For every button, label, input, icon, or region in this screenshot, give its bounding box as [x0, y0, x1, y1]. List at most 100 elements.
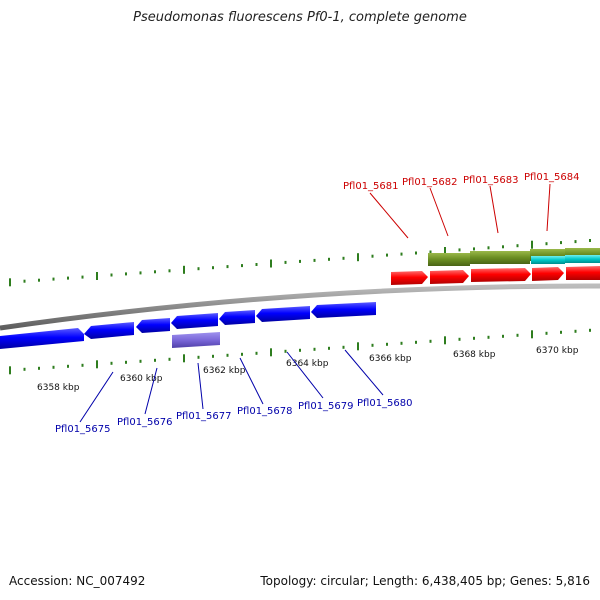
minor-tick — [429, 339, 432, 343]
gene-label-pfl01-5677[interactable]: Pfl01_5677 — [176, 411, 232, 422]
tick-label: 6362 kbp — [203, 366, 246, 376]
minor-tick — [574, 329, 577, 333]
minor-tick — [38, 278, 40, 282]
minor-tick — [328, 257, 330, 261]
tick-label: 6360 kbp — [120, 374, 163, 384]
minor-tick — [415, 251, 417, 255]
minor-tick — [284, 260, 287, 264]
accession-text: Accession: NC_007492 — [9, 574, 146, 588]
minor-tick — [81, 363, 84, 367]
forward-gene-track — [391, 266, 600, 285]
minor-tick — [284, 349, 287, 353]
minor-tick — [502, 334, 504, 338]
minor-tick — [545, 331, 548, 335]
major-tick — [96, 360, 98, 369]
major-tick — [444, 336, 446, 345]
cyan-feature[interactable] — [565, 255, 600, 263]
minor-tick — [574, 240, 577, 244]
minor-tick — [560, 241, 562, 245]
major-tick — [9, 366, 11, 375]
callout-line — [489, 185, 499, 234]
annotation-track-cyan — [531, 255, 600, 264]
minor-tick — [23, 367, 26, 371]
minor-tick — [342, 256, 345, 260]
forward-gene[interactable] — [430, 270, 469, 284]
tick-label: 6366 kbp — [369, 354, 412, 364]
major-tick — [531, 330, 533, 339]
minor-tick — [23, 279, 26, 283]
minor-tick — [226, 265, 229, 269]
olive-feature[interactable] — [428, 253, 470, 266]
minor-tick — [328, 346, 330, 350]
minor-tick — [299, 259, 301, 263]
callout-line — [286, 351, 324, 399]
callout-line — [369, 192, 409, 239]
reverse-gene[interactable] — [311, 302, 376, 318]
olive-feature[interactable] — [470, 251, 530, 264]
minor-tick — [139, 359, 142, 363]
minor-tick — [197, 267, 200, 271]
minor-tick — [502, 245, 504, 249]
forward-gene[interactable] — [566, 266, 600, 280]
minor-tick — [516, 244, 519, 248]
gene-label-pfl01-5680[interactable]: Pfl01_5680 — [357, 398, 413, 409]
callout-line — [429, 187, 449, 237]
minor-tick — [67, 276, 69, 280]
minor-tick — [241, 352, 243, 356]
forward-gene[interactable] — [532, 267, 564, 281]
reverse-gene[interactable] — [84, 322, 134, 339]
minor-tick — [139, 271, 142, 275]
callout-line — [144, 367, 158, 415]
gene-label-pfl01-5684[interactable]: Pfl01_5684 — [524, 172, 580, 183]
minor-tick — [400, 341, 403, 345]
minor-tick — [487, 335, 490, 339]
minor-tick — [516, 333, 519, 337]
purple-feature[interactable] — [172, 332, 220, 348]
reverse-gene[interactable] — [256, 306, 310, 322]
reverse-gene[interactable] — [171, 313, 218, 329]
minor-tick — [589, 328, 591, 332]
minor-tick — [241, 264, 243, 268]
major-tick — [357, 253, 359, 262]
minor-tick — [487, 246, 490, 250]
tick-label: 6364 kbp — [286, 359, 329, 369]
tick-label: 6358 kbp — [37, 383, 80, 393]
gene-label-pfl01-5683[interactable]: Pfl01_5683 — [463, 175, 519, 186]
minor-tick — [168, 269, 171, 273]
reverse-gene[interactable] — [219, 310, 255, 325]
minor-tick — [415, 340, 417, 344]
minor-tick — [110, 273, 113, 277]
genome-title: Pseudomonas fluorescens Pf0-1, complete … — [133, 10, 467, 25]
gene-label-pfl01-5676[interactable]: Pfl01_5676 — [117, 417, 173, 428]
callout-line — [197, 362, 204, 410]
minor-tick — [386, 342, 388, 346]
reverse-gene[interactable] — [0, 328, 84, 349]
minor-tick — [212, 266, 214, 270]
reverse-gene[interactable] — [136, 318, 170, 333]
minor-tick — [197, 355, 200, 359]
genome-summary-text: Topology: circular; Length: 6,438,405 bp… — [260, 574, 590, 588]
reverse-gene-track — [0, 302, 376, 349]
cyan-feature[interactable] — [531, 256, 565, 264]
major-tick — [96, 272, 98, 280]
reverse-gene-labels: Pfl01_5675 Pfl01_5676 Pfl01_5677 Pfl01_5… — [55, 349, 413, 435]
minor-tick — [52, 365, 55, 369]
tick-label: 6368 kbp — [453, 350, 496, 360]
gene-label-pfl01-5675[interactable]: Pfl01_5675 — [55, 424, 111, 435]
gene-label-pfl01-5678[interactable]: Pfl01_5678 — [237, 406, 293, 417]
minor-tick — [110, 361, 113, 365]
callout-line — [344, 349, 384, 396]
callout-line — [239, 357, 264, 405]
gene-label-pfl01-5681[interactable]: Pfl01_5681 — [343, 181, 399, 192]
gene-label-pfl01-5682[interactable]: Pfl01_5682 — [402, 177, 458, 188]
minor-tick — [313, 347, 316, 351]
forward-gene[interactable] — [471, 268, 531, 282]
minor-tick — [560, 330, 562, 334]
forward-gene[interactable] — [391, 271, 428, 285]
callout-line — [546, 183, 551, 232]
minor-tick — [589, 239, 591, 242]
gene-label-pfl01-5679[interactable]: Pfl01_5679 — [298, 401, 354, 412]
minor-tick — [371, 343, 374, 347]
